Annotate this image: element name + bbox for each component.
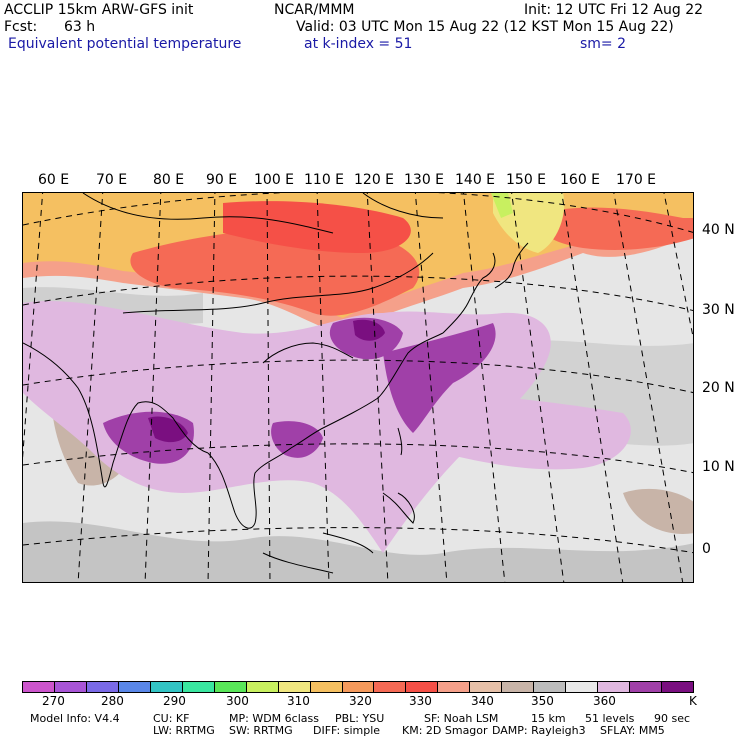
colorbar-swatch <box>374 682 407 692</box>
cumulus-scheme: CU: KF <box>153 712 190 725</box>
theta-e-field <box>23 193 693 582</box>
lat-label: 10 N <box>702 459 735 475</box>
forecast-hour: 63 h <box>64 19 96 35</box>
colorbar-swatch <box>23 682 55 692</box>
colorbar <box>22 681 694 693</box>
lat-label: 40 N <box>702 222 735 238</box>
colorbar-swatch <box>566 682 599 692</box>
colorbar-swatch <box>278 682 311 692</box>
diffusion-scheme: DIFF: simple <box>313 724 381 737</box>
init-time: Init: 12 UTC Fri 12 Aug 22 <box>524 2 704 18</box>
forecast-label: Fcst: <box>4 19 38 35</box>
graticule <box>23 193 693 582</box>
colorbar-swatch <box>246 682 279 692</box>
colorbar-tick: 350 <box>531 694 554 708</box>
colorbar-tick: 290 <box>163 694 186 708</box>
surface-scheme: SF: Noah LSM <box>424 712 499 725</box>
colorbar-tick: 340 <box>471 694 494 708</box>
colorbar-swatch <box>150 682 183 692</box>
vertical-levels: 51 levels <box>585 712 635 725</box>
colorbar-swatch <box>438 682 471 692</box>
colorbar-tick: 280 <box>101 694 124 708</box>
colorbar-swatch <box>182 682 215 692</box>
pbl-scheme: PBL: YSU <box>335 712 385 725</box>
colorbar-swatch <box>534 682 567 692</box>
colorbar-swatch <box>598 682 631 692</box>
colorbar-tick: 360 <box>593 694 616 708</box>
lon-label: 80 E <box>153 172 185 188</box>
colorbar-swatch <box>54 682 87 692</box>
green-region <box>491 193 513 218</box>
max-theta-region <box>353 319 385 341</box>
colorbar-tick: 320 <box>349 694 372 708</box>
org-label: NCAR/MMM <box>274 2 355 18</box>
model-info: Model Info: V4.4 <box>30 712 120 725</box>
lat-label: 20 N <box>702 380 735 396</box>
colorbar-swatch <box>406 682 439 692</box>
colorbar-swatch <box>342 682 375 692</box>
lon-label: 90 E <box>206 172 238 188</box>
lon-label: 170 E <box>616 172 657 188</box>
colorbar-swatch <box>214 682 247 692</box>
lon-label: 120 E <box>354 172 395 188</box>
lon-label: 130 E <box>404 172 445 188</box>
max-theta-region <box>148 416 188 443</box>
colorbar-tick: 330 <box>409 694 432 708</box>
hot-region <box>540 207 693 250</box>
valid-time: Valid: 03 UTC Mon 15 Aug 22 (12 KST Mon … <box>296 19 674 35</box>
colorbar-swatch <box>310 682 343 692</box>
colorbar-tick: 300 <box>226 694 249 708</box>
microphysics-scheme: MP: WDM 6class <box>229 712 319 725</box>
colorbar-swatch <box>86 682 119 692</box>
colorbar-swatch <box>470 682 503 692</box>
moist-region <box>423 393 631 470</box>
lon-label: 160 E <box>560 172 601 188</box>
damping-option: DAMP: Rayleigh3 <box>492 724 586 737</box>
colorbar-swatch <box>630 682 663 692</box>
map-panel <box>22 192 694 583</box>
lon-label: 110 E <box>304 172 345 188</box>
hot-region <box>223 201 411 253</box>
lat-label: 30 N <box>702 302 735 318</box>
shortwave-scheme: SW: RRTMG <box>229 724 293 737</box>
colorbar-swatch <box>662 682 694 692</box>
lon-label: 100 E <box>254 172 295 188</box>
colorbar-swatch <box>502 682 535 692</box>
resolution: 15 km <box>531 712 566 725</box>
lon-label: 140 E <box>455 172 496 188</box>
colorbar-tick: 270 <box>42 694 65 708</box>
surface-layer-scheme: SFLAY: MM5 <box>600 724 665 737</box>
longwave-scheme: LW: RRTMG <box>153 724 215 737</box>
km-option: KM: 2D Smagor <box>402 724 488 737</box>
tan-region <box>623 488 693 534</box>
colorbar-units: K <box>689 694 697 708</box>
level-label: at k-index = 51 <box>304 36 413 52</box>
timestep: 90 sec <box>654 712 691 725</box>
model-title: ACCLIP 15km ARW-GFS init <box>4 2 194 18</box>
high-theta-region <box>271 421 323 458</box>
lat-label: 0 <box>702 541 711 557</box>
grey-region <box>23 521 693 582</box>
colorbar-tick: 310 <box>287 694 310 708</box>
smoothing-label: sm= 2 <box>580 36 627 52</box>
lon-label: 60 E <box>38 172 70 188</box>
lon-label: 70 E <box>96 172 128 188</box>
coastlines <box>23 193 529 574</box>
lon-label: 150 E <box>506 172 547 188</box>
field-name: Equivalent potential temperature <box>8 36 242 52</box>
colorbar-swatch <box>118 682 151 692</box>
